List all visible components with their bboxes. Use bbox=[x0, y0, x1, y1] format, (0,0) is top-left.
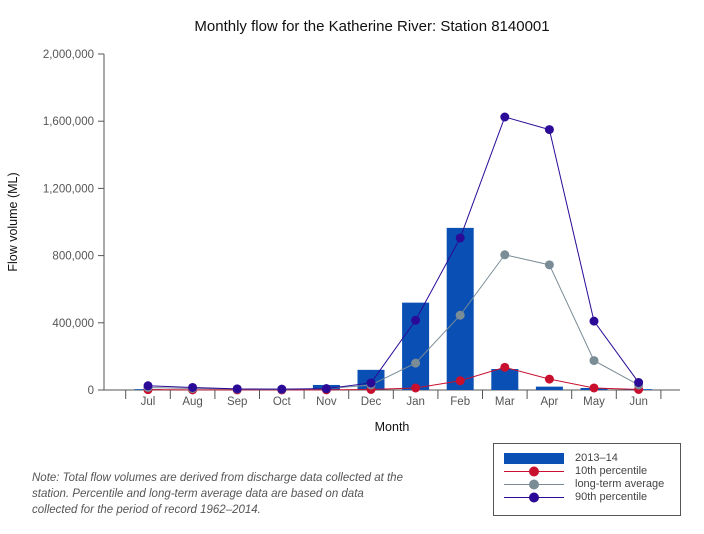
x-tick-label: Jan bbox=[406, 396, 425, 408]
x-tick-label: Jun bbox=[629, 396, 648, 408]
legend-marker-swatch bbox=[529, 479, 539, 490]
series-point-2-jun bbox=[634, 377, 644, 387]
bar-mar bbox=[491, 369, 519, 390]
series-point-2-may bbox=[589, 316, 599, 326]
legend-swatch bbox=[504, 466, 564, 477]
bar-feb bbox=[446, 227, 474, 390]
series-point-2-nov bbox=[321, 384, 331, 394]
series-point-2-sep bbox=[232, 384, 242, 394]
series-point-1-apr bbox=[544, 260, 554, 270]
series-point-1-jan bbox=[411, 358, 421, 368]
y-tick-label: 1,600,000 bbox=[43, 116, 94, 128]
series-line-2 bbox=[147, 116, 640, 390]
series-point-2-jul bbox=[143, 381, 153, 391]
series-point-2-oct bbox=[277, 384, 287, 394]
series-point-0-may bbox=[589, 383, 599, 393]
series-point-2-feb bbox=[455, 233, 465, 243]
x-axis-label: Month bbox=[375, 420, 410, 434]
x-tick-label: Sep bbox=[227, 396, 247, 408]
legend-item: 2013–14 bbox=[504, 452, 680, 465]
legend-marker-swatch bbox=[529, 466, 539, 477]
series-point-0-jan bbox=[411, 383, 421, 393]
series-point-0-apr bbox=[544, 374, 554, 384]
legend-item: 10th percentile bbox=[504, 465, 680, 478]
series-point-0-feb bbox=[455, 376, 465, 386]
legend: 2013–14 10th percentile long-term average 9… bbox=[493, 443, 681, 516]
y-tick-label: 400,000 bbox=[52, 318, 94, 330]
legend-item: long-term average bbox=[504, 478, 680, 491]
series-point-2-jan bbox=[411, 315, 421, 325]
series-line-1 bbox=[147, 254, 639, 390]
chart-title: Monthly flow for the Katherine River: St… bbox=[194, 18, 549, 35]
x-tick-label: Feb bbox=[450, 396, 470, 408]
legend-label: 90th percentile bbox=[575, 491, 648, 503]
y-tick-label: 1,200,000 bbox=[43, 183, 94, 195]
legend-marker-swatch bbox=[529, 492, 539, 503]
legend-bar-swatch bbox=[504, 453, 564, 464]
y-tick-label: 2,000,000 bbox=[43, 49, 94, 61]
legend-swatch bbox=[504, 479, 564, 490]
x-tick-label: Jul bbox=[141, 396, 156, 408]
bar-apr bbox=[535, 386, 563, 390]
y-tick-label: 0 bbox=[88, 385, 94, 397]
x-tick-label: Nov bbox=[316, 396, 337, 408]
bar-jan bbox=[402, 302, 430, 390]
legend-label: 10th percentile bbox=[575, 465, 648, 477]
y-axis-label: Flow volume (ML) bbox=[6, 172, 20, 271]
y-tick-label: 800,000 bbox=[52, 251, 94, 263]
chart-note: Note: Total flow volumes are derived fro… bbox=[32, 472, 403, 516]
legend-label: 2013–14 bbox=[575, 452, 618, 464]
series-point-2-aug bbox=[188, 382, 198, 392]
series-point-0-mar bbox=[500, 362, 510, 372]
x-tick-label: Aug bbox=[182, 396, 202, 408]
series-point-1-may bbox=[589, 356, 599, 366]
series-point-2-apr bbox=[544, 125, 554, 135]
x-tick-label: Apr bbox=[540, 396, 558, 408]
x-tick-label: May bbox=[583, 396, 605, 408]
series-point-2-dec bbox=[366, 378, 376, 388]
legend-swatch bbox=[504, 453, 564, 464]
series-point-1-feb bbox=[455, 310, 465, 320]
legend-item: 90th percentile bbox=[504, 491, 680, 504]
x-tick-label: Dec bbox=[361, 396, 382, 408]
legend-swatch bbox=[504, 492, 564, 503]
x-tick-label: Oct bbox=[273, 396, 292, 408]
series-point-2-mar bbox=[500, 112, 510, 122]
x-tick-label: Mar bbox=[495, 396, 515, 408]
series-point-1-mar bbox=[500, 250, 510, 260]
legend-label: long-term average bbox=[575, 478, 665, 490]
series-line-0 bbox=[147, 366, 639, 391]
